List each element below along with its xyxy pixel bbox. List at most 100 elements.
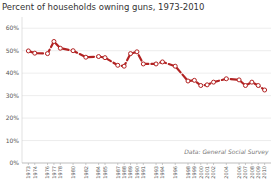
x-tick [251, 163, 252, 165]
y-tick-label: 50% [6, 47, 20, 54]
x-tick-label: 2002 [210, 166, 216, 179]
y-tick-label: 0% [9, 159, 19, 166]
title: Percent of households owning guns, 1973-… [2, 2, 204, 12]
point [224, 77, 228, 81]
chart: Percent of households owning guns, 1973-… [0, 0, 277, 182]
x-tick [213, 163, 214, 165]
x-tick [73, 163, 74, 165]
x-tick [34, 163, 35, 165]
point [154, 62, 158, 66]
x-tick-label: 1998 [185, 166, 191, 179]
x-tick-label: 1977 [51, 166, 57, 179]
x-tick-label: 1989 [127, 166, 133, 179]
x-tick [143, 163, 144, 165]
x-tick-label: 1976 [44, 166, 50, 179]
point [97, 55, 101, 59]
x-tick [28, 163, 29, 165]
point [199, 84, 203, 88]
point [116, 63, 120, 67]
x-tick [245, 163, 246, 165]
point [26, 49, 30, 53]
marks [26, 39, 266, 92]
y-axis-line [22, 17, 23, 163]
x-tick [226, 163, 227, 165]
point [205, 83, 209, 87]
x-tick-label: 1988 [121, 166, 127, 179]
x-tick [239, 163, 240, 165]
x-tick [98, 163, 99, 165]
x-tick-label: 1980 [70, 166, 76, 179]
y-tick-label: 30% [6, 92, 20, 99]
grid-line [22, 95, 271, 96]
grid-line [22, 28, 271, 29]
y-tick-label: 40% [6, 69, 20, 76]
x-tick-label: 1984 [95, 166, 101, 179]
x-tick-label: 1996 [172, 166, 178, 179]
x-tick-label: 1990 [134, 166, 140, 179]
grid-line [22, 118, 271, 119]
x-tick [258, 163, 259, 165]
x-tick-label: 1999 [191, 166, 197, 179]
x-tick-label: 2009 [255, 166, 261, 179]
point [250, 80, 254, 84]
point [71, 49, 75, 53]
page: {"chart_data": {"type": "line", "title":… [0, 0, 277, 182]
point [58, 46, 62, 50]
y-tick-label: 10% [6, 137, 20, 144]
grid-line [22, 140, 271, 141]
x-tick-label: 1994 [159, 166, 165, 179]
x-tick-label: 1978 [57, 166, 63, 179]
x-tick [175, 163, 176, 165]
x-tick-label: 2006 [236, 166, 242, 179]
x-tick-label: 1973 [25, 166, 31, 179]
point [212, 80, 216, 84]
point [256, 84, 260, 88]
x-tick [85, 163, 86, 165]
grid-line [22, 163, 271, 164]
point [173, 64, 177, 68]
x-tick [264, 163, 265, 165]
x-tick [53, 163, 54, 165]
point [237, 78, 241, 82]
x-axis-line [22, 163, 271, 164]
x-tick [136, 163, 137, 165]
point [122, 64, 126, 68]
x-tick [188, 163, 189, 165]
x-tick-label: 1993 [153, 166, 159, 179]
x-tick [162, 163, 163, 165]
point [192, 78, 196, 82]
line [28, 41, 264, 90]
point [160, 60, 164, 64]
point [263, 88, 267, 92]
point [141, 62, 145, 66]
point [46, 52, 50, 56]
point [129, 52, 133, 56]
x-tick [60, 163, 61, 165]
x-tick-label: 1982 [83, 166, 89, 179]
x-tick [200, 163, 201, 165]
x-tick [124, 163, 125, 165]
x-tick [194, 163, 195, 165]
point [135, 50, 139, 54]
x-tick-label: 2004 [223, 166, 229, 179]
x-tick-label: 1985 [102, 166, 108, 179]
x-tick-label: 2008 [249, 166, 255, 179]
point [33, 51, 37, 55]
y-tick-label: 60% [6, 24, 20, 31]
grid-line [22, 73, 271, 74]
x-tick-label: 1987 [115, 166, 121, 179]
point [186, 79, 190, 83]
annotation: Data: General Social Survey [184, 148, 269, 156]
point [52, 39, 56, 43]
x-tick [105, 163, 106, 165]
x-tick [156, 163, 157, 165]
x-tick-label: 2010 [261, 166, 267, 179]
x-tick-label: 2000 [198, 166, 204, 179]
x-tick-label: 2007 [242, 166, 248, 179]
x-tick-label: 2001 [204, 166, 210, 179]
x-tick-label: 1991 [140, 166, 146, 179]
point [243, 84, 247, 88]
x-tick [117, 163, 118, 165]
x-tick [47, 163, 48, 165]
point [103, 56, 107, 60]
